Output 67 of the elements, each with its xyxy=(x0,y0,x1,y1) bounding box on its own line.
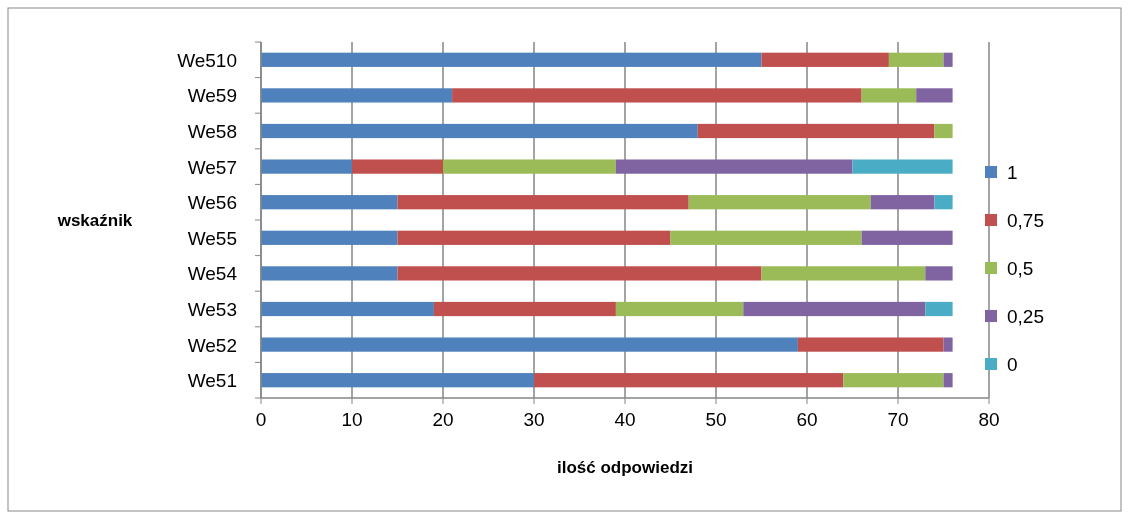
legend-label: 0 xyxy=(1007,354,1018,375)
x-tick-label: 70 xyxy=(887,409,909,430)
bar xyxy=(452,88,862,103)
bar xyxy=(261,123,698,139)
bar xyxy=(433,301,616,317)
y-tick-label: We55 xyxy=(187,227,237,249)
x-tick-label: 50 xyxy=(705,409,727,430)
bar xyxy=(397,230,671,245)
bar xyxy=(615,159,853,174)
y-tick-label: We52 xyxy=(187,334,237,356)
bar xyxy=(261,230,398,245)
bar xyxy=(688,195,871,210)
bar xyxy=(943,52,953,67)
bar xyxy=(534,373,844,388)
legend-label: 0,5 xyxy=(1007,258,1034,279)
bar xyxy=(261,195,398,210)
bar xyxy=(352,159,443,174)
bar xyxy=(261,337,798,352)
y-tick-label: We53 xyxy=(187,299,237,320)
bar xyxy=(861,88,917,103)
bar xyxy=(861,230,953,245)
legend-label: 0,75 xyxy=(1007,210,1044,231)
y-tick-label: We51 xyxy=(187,370,237,392)
bar xyxy=(843,373,944,388)
bar xyxy=(870,195,935,210)
bar xyxy=(670,230,862,245)
bar xyxy=(743,301,926,317)
bar xyxy=(916,88,953,103)
bar xyxy=(397,266,762,281)
legend-label: 1 xyxy=(1007,162,1018,183)
bar xyxy=(934,195,953,210)
y-tick-label: We59 xyxy=(187,85,237,107)
bar xyxy=(934,123,953,139)
bar xyxy=(797,337,944,352)
bar xyxy=(615,301,744,317)
bar xyxy=(761,266,926,281)
y-tick-label: We57 xyxy=(187,156,237,178)
bar xyxy=(925,266,953,281)
bar xyxy=(261,52,762,67)
y-tick-label: We54 xyxy=(187,263,238,285)
bar xyxy=(925,301,953,317)
bar xyxy=(397,195,689,210)
bar xyxy=(261,159,352,174)
bar xyxy=(888,52,944,67)
y-tick-label: We510 xyxy=(177,49,237,71)
bar xyxy=(761,52,889,67)
x-tick-label: 30 xyxy=(523,409,545,430)
bar xyxy=(261,88,453,103)
y-axis-title: wskaźnik xyxy=(56,211,133,230)
bar xyxy=(443,159,616,174)
legend-label: 0,25 xyxy=(1007,306,1044,327)
bar xyxy=(261,266,398,281)
x-tick-label: 10 xyxy=(341,409,363,430)
y-tick-label: We58 xyxy=(187,121,237,142)
x-axis-title: ilość odpowiedzi xyxy=(556,458,694,477)
bar xyxy=(261,373,534,388)
y-tick-label: We56 xyxy=(187,192,237,214)
bar xyxy=(697,123,935,139)
bar xyxy=(943,337,953,352)
x-tick-label: 80 xyxy=(978,409,1000,430)
bar xyxy=(943,373,953,388)
bar xyxy=(261,301,434,317)
bar xyxy=(852,159,953,174)
x-tick-label: 40 xyxy=(614,409,636,430)
x-tick-label: 0 xyxy=(255,409,267,430)
x-tick-label: 60 xyxy=(796,409,818,430)
x-tick-label: 20 xyxy=(432,409,454,430)
